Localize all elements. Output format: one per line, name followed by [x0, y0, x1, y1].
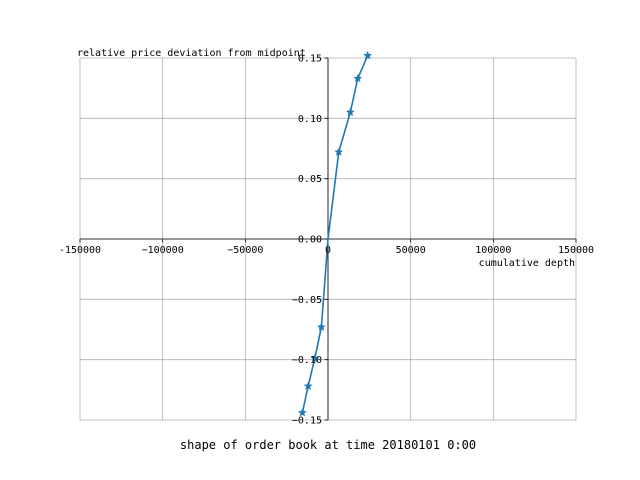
chart-title: shape of order book at time 20180101 0:0…: [180, 438, 476, 452]
y-tick-label: −0.05: [292, 295, 322, 306]
series-line: [301, 55, 369, 413]
x-tick-label: 150000: [558, 245, 594, 256]
y-tick-label: −0.15: [292, 416, 322, 427]
data-point-star: [297, 408, 307, 417]
x-tick-label: 50000: [396, 245, 426, 256]
labels-layer: -150000 −100000 −50000 0 50000 100000 150000 −0…: [59, 54, 594, 427]
data-point-star: [316, 322, 326, 331]
data-point-star: [310, 353, 320, 363]
x-tick-label: 0: [325, 245, 331, 256]
y-tick-label: −0.10: [292, 355, 322, 366]
x-tick-label: -150000: [59, 245, 101, 256]
x-axis-label: cumulative depth: [479, 258, 575, 269]
series-layer: [297, 50, 373, 417]
y-axis-label: relative price deviation from midpoint: [77, 48, 306, 59]
y-tick-label: 0.10: [298, 114, 322, 125]
y-tick-label: 0.15: [298, 54, 322, 65]
data-point-star: [334, 147, 344, 156]
y-tick-label: 0.05: [298, 174, 322, 185]
x-tick-label: −100000: [142, 245, 184, 256]
x-tick-label: 100000: [475, 245, 511, 256]
x-tick-label: −50000: [227, 245, 263, 256]
data-point-star: [363, 50, 373, 60]
data-point-star: [353, 73, 363, 83]
y-tick-label: 0.00: [298, 235, 322, 246]
data-point-star: [345, 107, 355, 117]
data-point-star: [303, 381, 313, 391]
